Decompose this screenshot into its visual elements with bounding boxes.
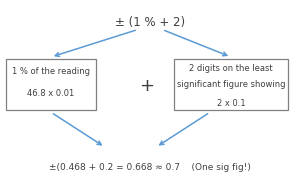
Text: 46.8 x 0.01: 46.8 x 0.01 — [27, 89, 75, 98]
Text: +: + — [140, 77, 154, 95]
Text: ±(0.468 + 0.2 = 0.668 ≈ 0.7    (One sig fig!): ±(0.468 + 0.2 = 0.668 ≈ 0.7 (One sig fig… — [49, 163, 251, 172]
Text: significant figure showing: significant figure showing — [177, 80, 285, 89]
FancyBboxPatch shape — [6, 59, 96, 110]
Text: 2 x 0.1: 2 x 0.1 — [217, 99, 245, 107]
Text: 1 % of the reading: 1 % of the reading — [12, 67, 90, 76]
Text: ± (1 % + 2): ± (1 % + 2) — [115, 16, 185, 29]
Text: 2 digits on the least: 2 digits on the least — [189, 64, 273, 72]
FancyBboxPatch shape — [174, 59, 288, 110]
